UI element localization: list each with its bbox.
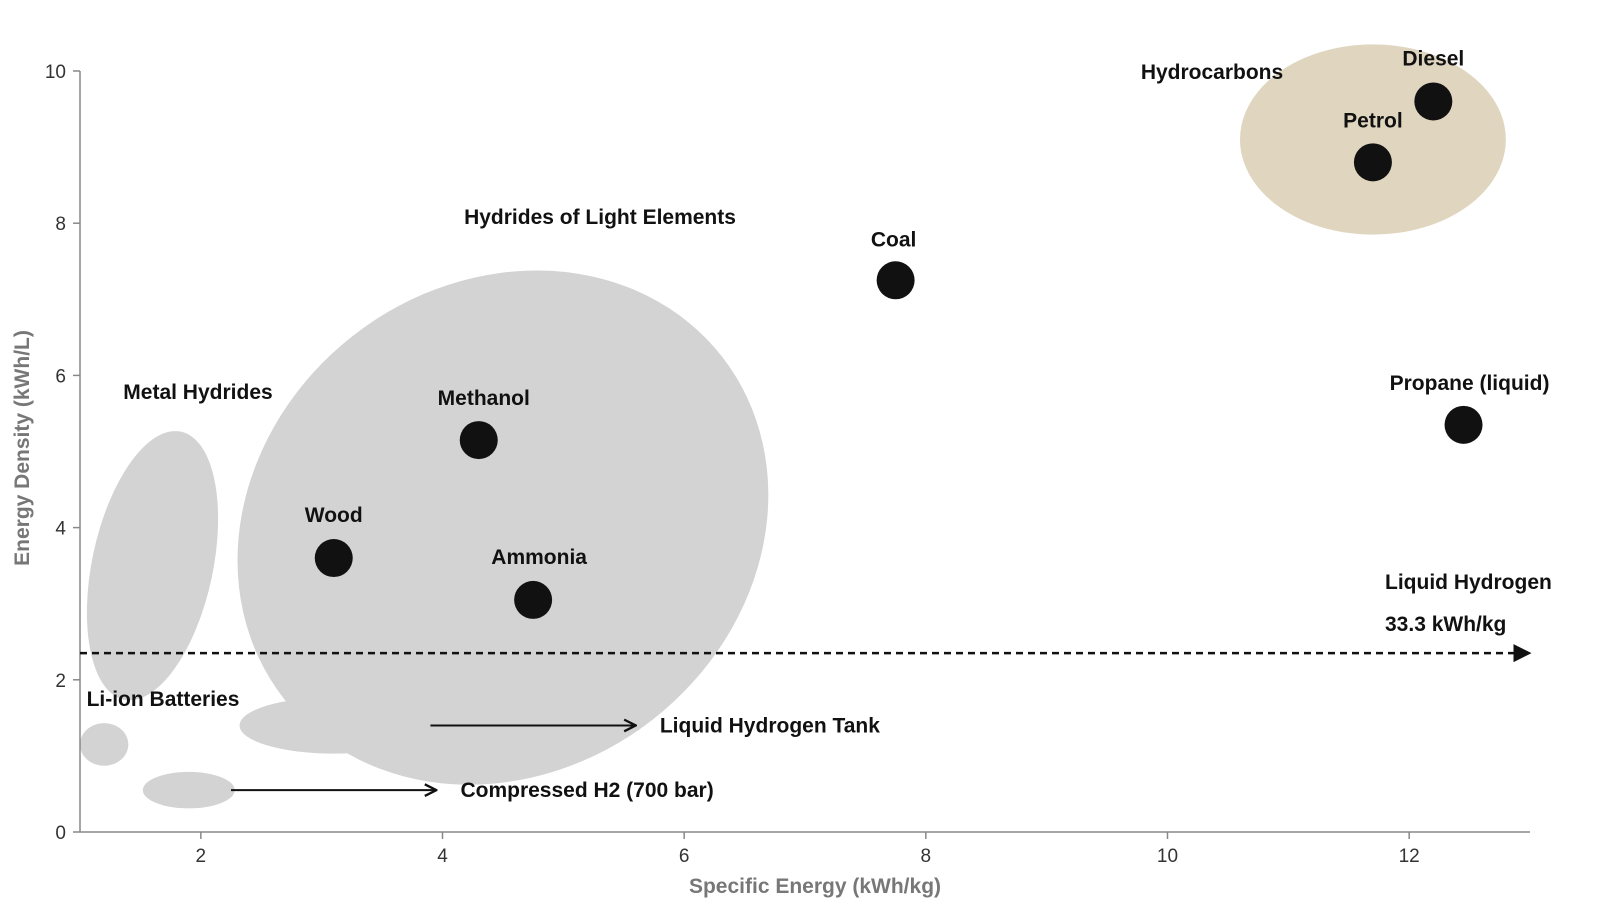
data-point xyxy=(876,261,915,300)
annotation-label: Compressed H2 (700 bar) xyxy=(460,779,713,802)
y-tick-label: 4 xyxy=(55,519,66,540)
x-tick-label: 6 xyxy=(679,846,690,867)
y-tick-label: 0 xyxy=(55,823,66,844)
region-label: Li-ion Batteries xyxy=(87,688,240,711)
annotations-layer: Liquid Hydrogen Tank Compressed H2 (700 b… xyxy=(80,571,1552,802)
region-ellipse xyxy=(239,697,428,754)
annotation-label: Liquid Hydrogen Tank xyxy=(660,714,880,737)
point-label: Ammonia xyxy=(491,546,587,569)
x-tick-label: 4 xyxy=(437,846,448,867)
point-label: Coal xyxy=(871,228,917,251)
regions-layer xyxy=(80,44,1506,809)
labels-layer: Hydrocarbons Hydrides of Light Elements Me… xyxy=(87,47,1550,711)
y-axis-title: Energy Density (kWh/L) xyxy=(11,330,34,566)
data-point xyxy=(459,421,498,460)
data-point xyxy=(514,580,553,619)
liquid-hydrogen-label: Liquid Hydrogen xyxy=(1385,571,1552,594)
data-point xyxy=(314,539,353,578)
y-tick-label: 8 xyxy=(55,214,66,235)
y-tick-label: 2 xyxy=(55,671,66,692)
point-label: Wood xyxy=(305,504,363,527)
x-axis-title: Specific Energy (kWh/kg) xyxy=(689,875,941,898)
point-label: Diesel xyxy=(1402,47,1464,70)
y-tick-label: 6 xyxy=(55,366,66,387)
x-ticks: 2 4 6 8 10 12 xyxy=(196,832,1420,867)
points-layer xyxy=(314,82,1483,619)
data-point xyxy=(1444,405,1483,444)
axes-layer xyxy=(79,71,1530,833)
data-point xyxy=(1353,143,1392,182)
region-ellipse xyxy=(237,270,769,785)
y-ticks: 0 2 4 6 8 10 xyxy=(45,62,80,844)
region-label: Metal Hydrides xyxy=(123,381,272,404)
point-label: Petrol xyxy=(1343,109,1403,132)
region-label: Hydrides of Light Elements xyxy=(464,206,736,229)
y-tick-label: 10 xyxy=(45,62,66,83)
point-label: Methanol xyxy=(438,387,530,410)
region-ellipse xyxy=(86,431,219,701)
region-ellipse xyxy=(80,723,129,766)
data-point xyxy=(1414,82,1453,121)
x-tick-label: 10 xyxy=(1157,846,1178,867)
region-ellipse xyxy=(142,771,235,809)
x-tick-label: 12 xyxy=(1399,846,1420,867)
region-label: Hydrocarbons xyxy=(1141,61,1283,84)
point-label: Propane (liquid) xyxy=(1390,372,1550,395)
liquid-hydrogen-value: 33.3 kWh/kg xyxy=(1385,613,1506,636)
x-tick-label: 8 xyxy=(921,846,932,867)
x-tick-label: 2 xyxy=(196,846,207,867)
